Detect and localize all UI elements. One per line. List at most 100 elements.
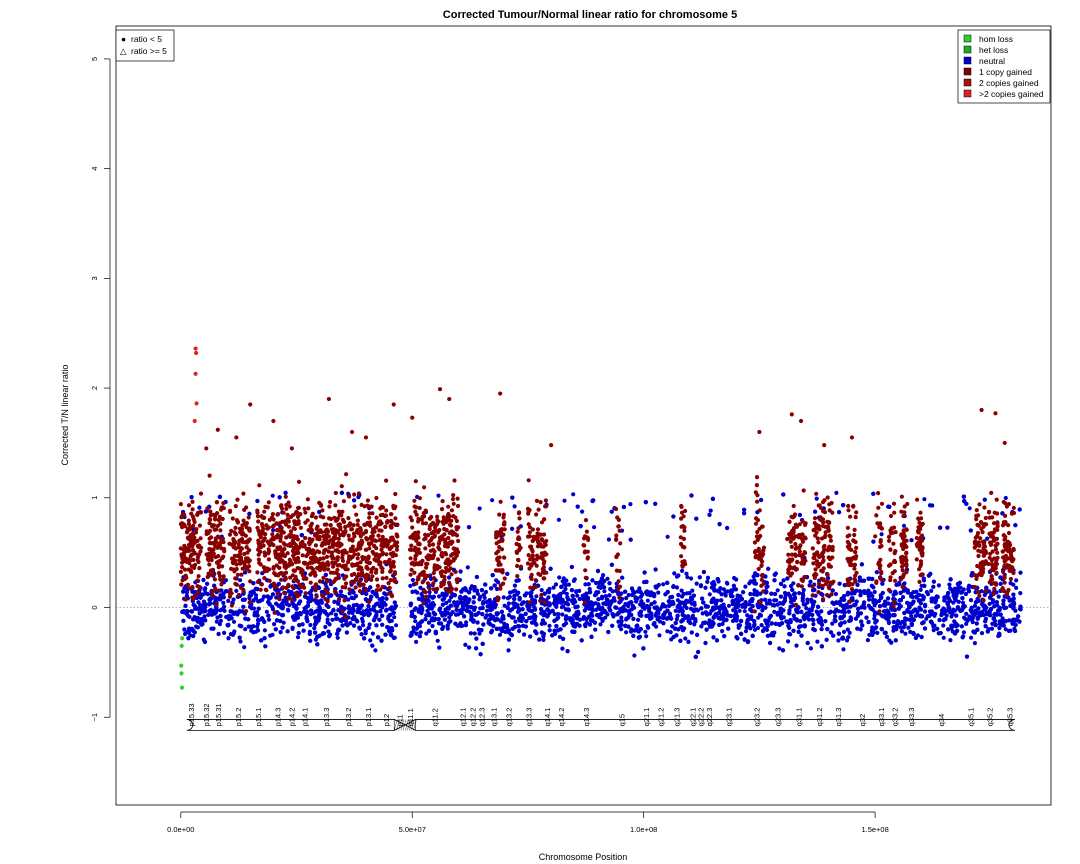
neutral-point — [725, 525, 730, 531]
neutral-point — [601, 573, 606, 578]
neutral-point — [408, 601, 414, 606]
neutral-point — [772, 578, 777, 583]
neutral-point — [356, 604, 361, 609]
neutral-point — [686, 639, 691, 645]
neutral-point — [803, 602, 808, 607]
neutral-point — [665, 534, 670, 539]
neutral-point — [948, 638, 953, 643]
neutral-point — [628, 502, 633, 507]
neutral-point — [537, 637, 542, 642]
neutral-point — [676, 592, 681, 598]
neutral-point — [902, 618, 908, 624]
neutral-point — [498, 619, 504, 624]
neutral-point — [631, 616, 636, 622]
neutral-point — [696, 649, 701, 655]
neutral-point — [452, 593, 457, 598]
neutral-point — [191, 628, 196, 634]
neutral-point — [879, 532, 884, 537]
neutral-point — [480, 641, 485, 647]
neutral-point — [978, 613, 983, 618]
neutral-point — [807, 607, 812, 613]
neutral-point — [927, 503, 933, 508]
neutral-point — [949, 623, 954, 628]
neutral-point — [410, 577, 415, 583]
neutral-point — [565, 649, 570, 654]
x-tick-label: 5.0e+07 — [399, 825, 426, 834]
neutral-point — [251, 598, 256, 603]
neutral-point — [717, 522, 722, 527]
neutral-point — [928, 571, 933, 577]
neutral-point — [759, 497, 764, 503]
neutral-point — [280, 613, 285, 618]
neutral-point — [437, 607, 442, 613]
neutral-point — [547, 628, 552, 633]
neutral-point — [886, 601, 891, 606]
neutral-point — [533, 621, 538, 626]
neutral-point — [319, 600, 324, 605]
neutral-point — [755, 573, 760, 578]
neutral-point — [418, 630, 423, 635]
neutral-point — [1003, 627, 1008, 632]
neutral-point — [616, 591, 621, 597]
neutral-point — [459, 589, 464, 594]
neutral-point — [487, 617, 493, 622]
neutral-point — [959, 608, 964, 613]
neutral-point — [788, 599, 794, 605]
neutral-point — [969, 635, 974, 640]
neutral-point — [922, 609, 928, 614]
neutral-point — [919, 614, 925, 619]
neutral-point — [1014, 578, 1019, 583]
neutral-point — [962, 604, 967, 609]
neutral-point — [587, 622, 593, 627]
neutral-point — [775, 588, 780, 593]
neutral-point — [417, 634, 422, 639]
neutral-point — [268, 633, 273, 638]
neutral-point — [501, 595, 506, 600]
neutral-point — [953, 598, 958, 603]
neutral-point — [490, 498, 495, 503]
neutral-point — [471, 595, 477, 600]
neutral-point — [528, 634, 533, 639]
neutral-point — [512, 596, 517, 602]
neutral-point — [643, 500, 648, 505]
neutral-point — [516, 578, 521, 583]
neutral-point — [720, 629, 725, 634]
neutral-point — [266, 613, 271, 618]
neutral-point — [241, 604, 246, 609]
neutral-point — [389, 633, 394, 638]
neutral-point — [270, 493, 275, 498]
neutral-point — [590, 498, 595, 504]
neutral-point — [833, 591, 839, 597]
neutral-point — [295, 635, 301, 640]
neutral-point — [243, 627, 248, 632]
neutral-point — [505, 605, 510, 611]
neutral-point — [488, 607, 493, 613]
neutral-point — [858, 627, 863, 632]
neutral-point — [882, 609, 887, 614]
neutral-point — [596, 597, 601, 602]
neutral-point — [494, 586, 500, 592]
neutral-point — [989, 606, 994, 612]
neutral-point — [312, 626, 317, 631]
neutral-point — [494, 612, 500, 617]
neutral-point — [877, 598, 882, 604]
neutral-point — [251, 624, 256, 629]
neutral-point — [459, 610, 464, 616]
neutral-point — [479, 588, 484, 593]
neutral-point — [609, 509, 614, 514]
neutral-point — [764, 621, 769, 626]
neutral-point — [368, 638, 373, 643]
neutral-point — [897, 598, 902, 603]
neutral-point — [1001, 598, 1006, 603]
neutral-point — [772, 598, 777, 603]
neutral-point — [720, 621, 725, 627]
neutral-point — [782, 584, 787, 589]
neutral-point — [474, 636, 479, 641]
neutral-point — [226, 598, 231, 604]
neutral-point — [601, 601, 606, 606]
neutral-point — [929, 588, 934, 594]
neutral-point — [368, 607, 373, 612]
neutral-point — [473, 612, 478, 617]
neutral-point — [675, 613, 680, 619]
neutral-point — [985, 610, 990, 615]
